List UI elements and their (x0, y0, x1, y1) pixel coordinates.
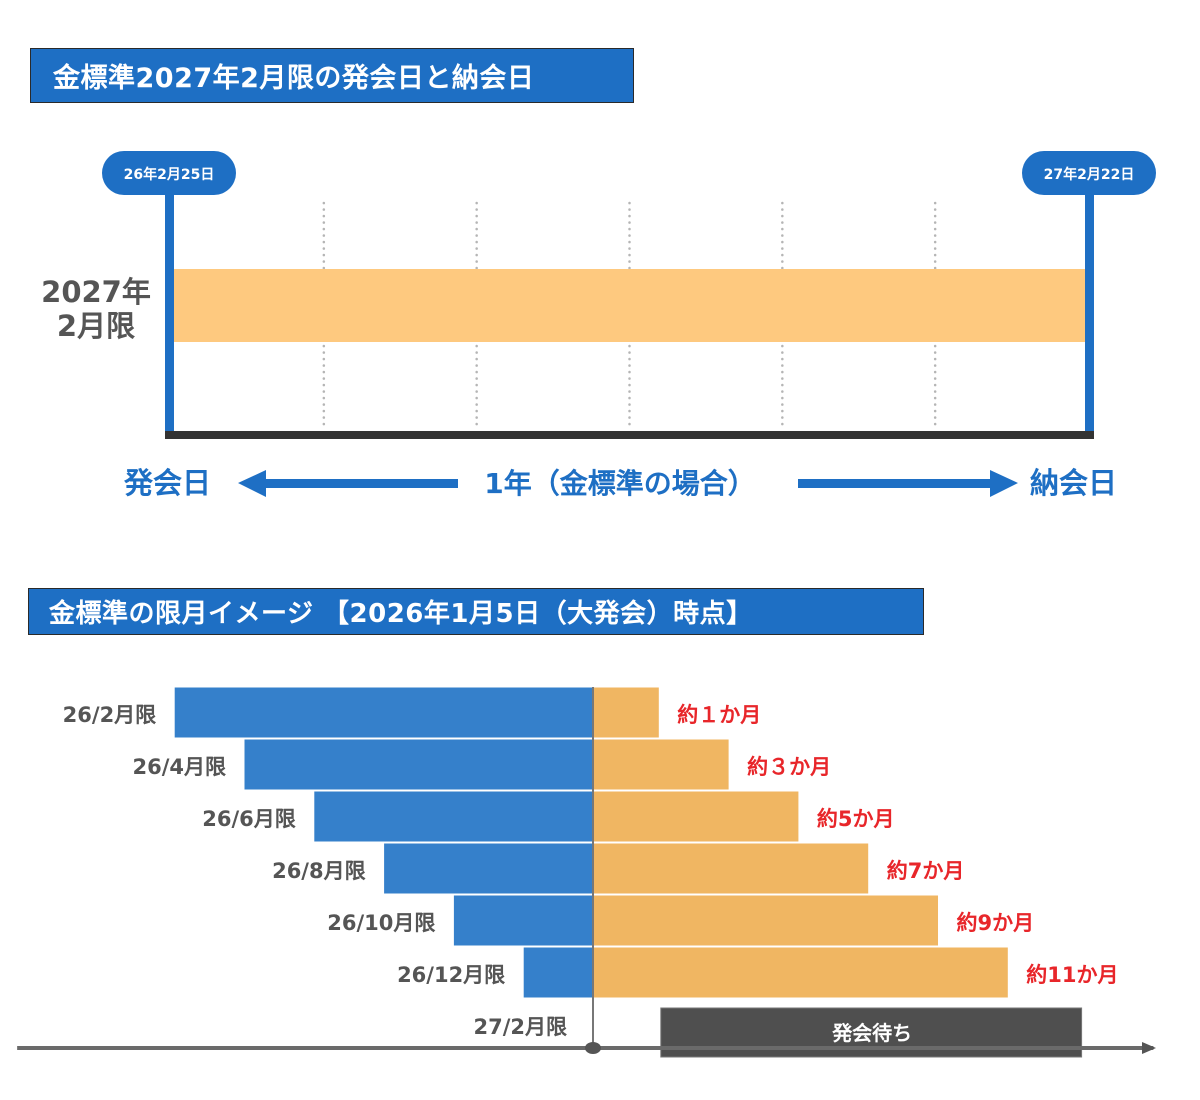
section1-title: 金標準2027年2月限の発会日と納会日 (30, 48, 634, 103)
waiting-label: 発会待ち (831, 1021, 912, 1045)
axis-arrow-icon (1142, 1042, 1156, 1054)
remaining-label: 約11か月 (1026, 963, 1118, 987)
category-label: 26/6月限 (202, 807, 296, 831)
delivery-date-label: 納会日 (1030, 466, 1117, 500)
bars (173, 686, 1009, 999)
category-labels: 26/2月限 26/4月限 26/6月限 26/8月限 26/10月限 26/12月限 27… (63, 703, 567, 1039)
end-date-badge-text: 27年2月22日 (1044, 166, 1135, 183)
elapsed-bar (173, 686, 594, 739)
start-date-badge-text: 26年2月25日 (124, 166, 215, 183)
remaining-bar (592, 790, 800, 843)
reference-point-dot (585, 1042, 601, 1054)
start-date-post (165, 185, 174, 435)
trading-period-chart: 26年2月25日 27年2月22日 2027年 2月限 発会日 1年（金標準の場… (41, 151, 1156, 500)
end-date-post (1085, 185, 1094, 435)
remaining-bar (592, 738, 730, 791)
elapsed-bar (313, 790, 594, 843)
elapsed-bar (243, 738, 594, 791)
remaining-bar (592, 894, 940, 947)
issue-date-label: 発会日 (123, 466, 211, 500)
elapsed-bar (452, 894, 594, 947)
contract-label-month: 2月限 (57, 309, 135, 343)
remaining-label: 約7か月 (887, 859, 965, 883)
remaining-bar (592, 686, 660, 739)
category-label: 26/2月限 (63, 703, 157, 727)
contract-label-year: 2027年 (41, 275, 151, 309)
remaining-label: 約１か月 (677, 703, 761, 727)
remaining-label: 約5か月 (817, 807, 895, 831)
section2-title: 金標準の限月イメージ 【2026年1月5日（大発会）時点】 (28, 588, 924, 635)
category-label: 27/2月限 (473, 1015, 567, 1039)
elapsed-bar (383, 842, 594, 895)
category-label: 26/8月限 (272, 859, 366, 883)
start-date-badge (102, 151, 236, 195)
contract-period-band (171, 269, 1088, 342)
category-label: 26/12月限 (397, 963, 505, 987)
category-label: 26/10月限 (327, 911, 435, 935)
remaining-label: 約３か月 (747, 755, 831, 779)
duration-label: 1年（金標準の場合） (484, 467, 755, 500)
end-date-badge (1022, 151, 1156, 195)
left-arrow-icon (238, 470, 458, 497)
baseline (165, 431, 1094, 439)
right-arrow-icon (798, 470, 1018, 497)
remaining-bar (592, 842, 870, 895)
elapsed-bar (522, 946, 594, 999)
remaining-label: 約9か月 (957, 911, 1035, 935)
remaining-bar (592, 946, 1009, 999)
category-label: 26/4月限 (132, 755, 226, 779)
